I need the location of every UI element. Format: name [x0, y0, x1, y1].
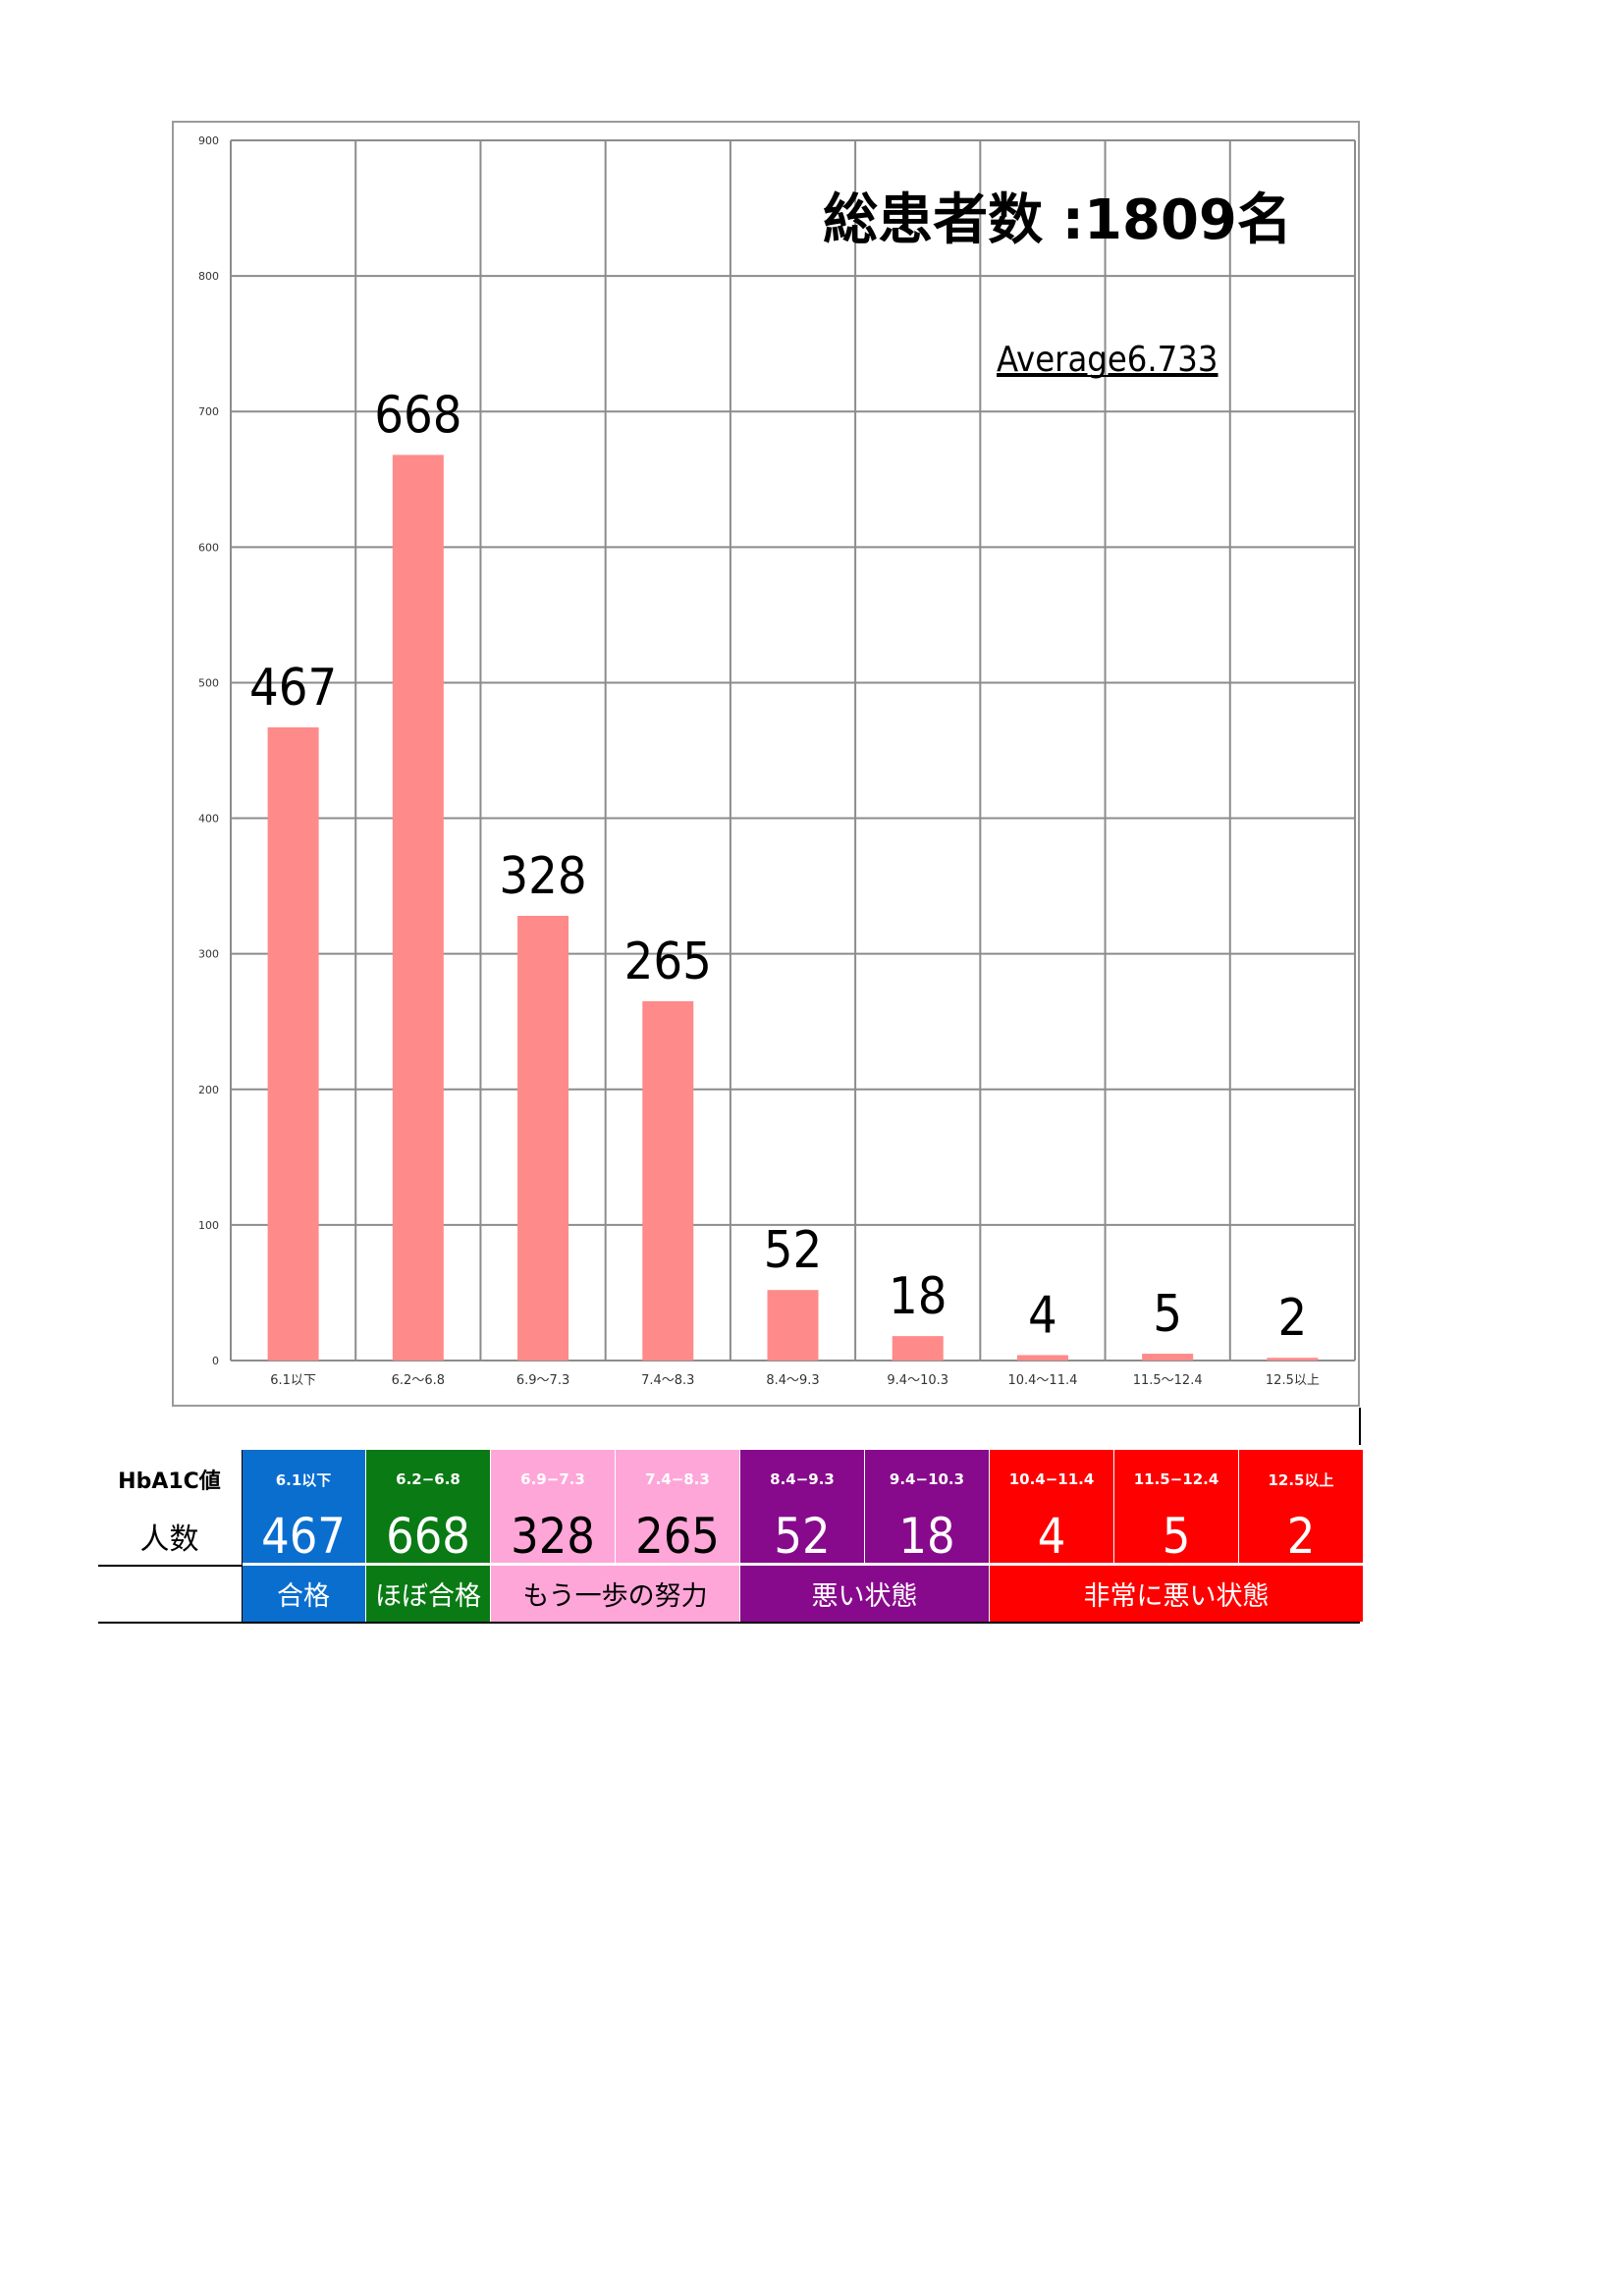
count-value-cell: 52 — [740, 1509, 865, 1563]
category-cell: 合格 — [242, 1566, 366, 1622]
count-value-cell: 2 — [1239, 1509, 1364, 1563]
y-tick-label: 100 — [198, 1219, 219, 1232]
x-tick-label: 9.4〜10.3 — [887, 1373, 948, 1388]
y-tick-label: 0 — [212, 1355, 219, 1367]
y-tick-label: 700 — [198, 405, 219, 418]
count-value-cell: 328 — [491, 1509, 616, 1563]
y-tick-label: 300 — [198, 948, 219, 961]
table-label-divider — [242, 1450, 243, 1622]
count-value-cell: 5 — [1114, 1509, 1239, 1563]
bar-data-label: 668 — [374, 386, 461, 445]
bar-data-label: 328 — [499, 847, 586, 906]
range-header-cell: 11.5−12.4 — [1114, 1450, 1239, 1509]
bar-data-label: 18 — [889, 1267, 947, 1326]
x-tick-label: 6.2〜6.8 — [392, 1373, 445, 1388]
category-cell: 悪い状態 — [740, 1566, 990, 1622]
bar — [767, 1290, 819, 1361]
table-count-row: 人数 467 668 328 265 52 18 4 5 2 — [98, 1509, 1364, 1563]
y-tick-label: 500 — [198, 676, 219, 689]
x-tick-label: 7.4〜8.3 — [641, 1373, 694, 1388]
bar-data-label: 5 — [1153, 1285, 1182, 1344]
count-value-cell: 18 — [865, 1509, 990, 1563]
y-tick-label: 400 — [198, 813, 219, 826]
count-value-cell: 467 — [242, 1509, 366, 1563]
bar-data-label: 467 — [249, 659, 337, 718]
y-tick-label: 600 — [198, 541, 219, 554]
bar-chart: 0 100 200 300 400 500 600 700 800 900 467 6.1以下 668 6… — [198, 134, 1356, 1388]
count-label: 人数 — [98, 1509, 242, 1563]
bar — [642, 1001, 694, 1361]
bar — [267, 727, 319, 1361]
bar-data-label: 265 — [624, 933, 712, 991]
count-value-cell: 265 — [616, 1509, 740, 1563]
bar — [517, 915, 569, 1361]
count-value-cell: 4 — [990, 1509, 1114, 1563]
hba1c-header-label: HbA1C値 — [98, 1450, 242, 1509]
category-cell: もう一歩の努力 — [491, 1566, 740, 1622]
bar-data-label: 52 — [764, 1221, 823, 1280]
category-blank-cell — [98, 1566, 242, 1622]
range-header-cell: 12.5以上 — [1239, 1450, 1364, 1509]
x-tick-label: 11.5〜12.4 — [1133, 1373, 1203, 1388]
bar — [892, 1336, 944, 1361]
y-tick-label: 900 — [198, 134, 219, 147]
count-value-cell: 668 — [366, 1509, 491, 1563]
chart-title: 総患者数 :1809名 — [823, 188, 1292, 252]
average-annotation: Average6.733 — [997, 340, 1218, 380]
x-tick-label: 6.9〜7.3 — [516, 1373, 569, 1388]
bar — [1016, 1355, 1068, 1361]
category-cell: ほぼ合格 — [366, 1566, 491, 1622]
chart-frame: 0 100 200 300 400 500 600 700 800 900 467 6.1以下 668 6… — [172, 121, 1360, 1407]
table-divider — [98, 1565, 242, 1567]
y-tick-label: 200 — [198, 1084, 219, 1096]
bar — [1142, 1354, 1194, 1361]
bar-data-label: 2 — [1278, 1289, 1308, 1348]
x-tick-label: 6.1以下 — [270, 1373, 316, 1388]
bar — [392, 454, 444, 1361]
range-header-cell: 8.4−9.3 — [740, 1450, 865, 1509]
range-header-cell: 10.4−11.4 — [990, 1450, 1114, 1509]
bar — [1267, 1358, 1319, 1361]
y-tick-label: 800 — [198, 270, 219, 283]
range-header-cell: 6.2−6.8 — [366, 1450, 491, 1509]
range-header-cell: 6.9−7.3 — [491, 1450, 616, 1509]
range-header-cell: 9.4−10.3 — [865, 1450, 990, 1509]
x-tick-label: 10.4〜11.4 — [1007, 1373, 1077, 1388]
table-right-rule — [1359, 1408, 1361, 1445]
x-tick-label: 12.5以上 — [1266, 1373, 1320, 1388]
table-category-row: 合格 ほぼ合格 もう一歩の努力 悪い状態 非常に悪い状態 — [98, 1566, 1364, 1622]
table-bottom-rule — [98, 1622, 1360, 1624]
x-tick-label: 8.4〜9.3 — [766, 1373, 819, 1388]
category-cell: 非常に悪い状態 — [990, 1566, 1364, 1622]
range-header-cell: 6.1以下 — [242, 1450, 366, 1509]
table-header-row: HbA1C値 6.1以下 6.2−6.8 6.9−7.3 7.4−8.3 8.4−9.3 9… — [98, 1450, 1364, 1509]
bar-data-label: 4 — [1028, 1286, 1057, 1345]
range-header-cell: 7.4−8.3 — [616, 1450, 740, 1509]
